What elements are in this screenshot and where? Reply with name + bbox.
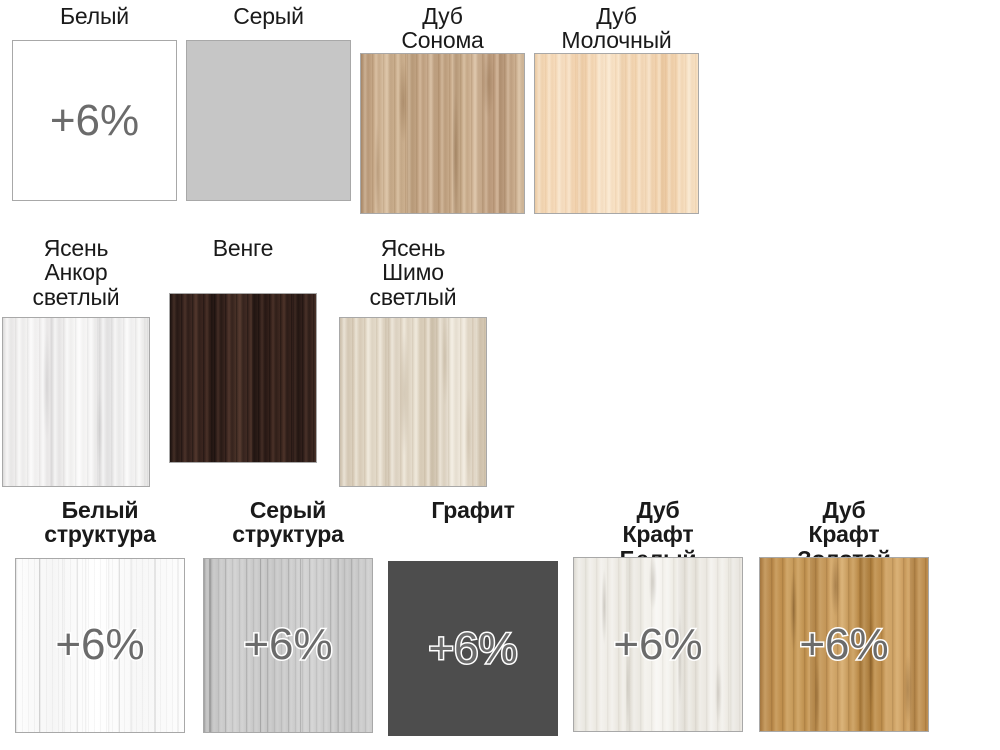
swatch-tile-yasen-shimo-svetlyy[interactable] [339,317,487,488]
swatch-label: Венге [212,235,274,261]
swatch-row-1: Белый +6% Серый Дуб Сонома Дуб Молочный [0,0,1000,240]
swatch-cell-yasen-ankor-svetlyy[interactable]: Ясень Анкор светлый [2,235,150,488]
swatch-cell-belyy-struktura[interactable]: Белый структура +6% [15,498,185,733]
wood-grain-overlay [535,54,698,213]
swatch-label: Белый [60,3,129,29]
swatch-row-2: Ясень Анкор светлый Венге Ясень Шимо све… [0,235,1000,488]
swatch-cell-venge[interactable]: Венге [169,235,317,464]
swatch-cell-seryy-struktura[interactable]: Серый структура +6% [203,498,373,733]
swatch-label: Дуб Сонома [401,3,484,54]
swatch-cell-grafit[interactable]: Графит +6% [388,497,558,737]
wood-grain-overlay [361,53,524,213]
swatch-cell-dub-sonoma[interactable]: Дуб Сонома [360,4,525,214]
swatch-label: Белый структура [44,497,156,548]
swatch-surcharge-badge: +6% [242,619,334,671]
swatch-cell-dub-kraft-zolotoy[interactable]: Дуб Крафт Золотой +6% [759,498,929,733]
swatch-cell-belyy[interactable]: Белый +6% [12,3,177,202]
swatch-surcharge-badge: +6% [612,618,704,670]
swatch-tile-dub-kraft-belyy[interactable]: +6% [573,557,743,733]
swatch-label: Ясень Шимо светлый [369,235,457,310]
swatch-tile-belyy[interactable]: +6% [12,40,177,202]
swatch-surcharge-badge: +6% [49,95,140,145]
swatch-cell-yasen-shimo-svetlyy[interactable]: Ясень Шимо светлый [339,235,487,488]
swatch-label: Серый [233,3,304,29]
swatch-surcharge-badge: +6% [54,619,146,671]
swatch-tile-belyy-struktura[interactable]: +6% [15,557,185,733]
swatch-surcharge-badge: +6% [798,618,890,670]
swatch-label: Ясень Анкор светлый [32,235,120,310]
swatch-tile-dub-molochnyy[interactable] [534,52,699,214]
swatch-label: Дуб Молочный [561,3,672,54]
wood-grain-overlay [170,294,316,462]
swatch-tile-seryy-struktura[interactable]: +6% [203,557,373,733]
swatch-tile-grafit[interactable]: +6% [388,561,558,737]
swatch-tile-seryy[interactable] [186,40,351,202]
swatch-label: Серый структура [232,497,344,548]
wood-grain-overlay [3,318,149,487]
swatch-cell-seryy[interactable]: Серый [186,3,351,202]
swatch-cell-dub-molochnyy[interactable]: Дуб Молочный [534,4,699,214]
swatch-label: Графит [431,497,515,523]
swatch-row-3: Белый структура +6% Серый структура +6% … [0,498,1000,750]
wood-grain-overlay [187,41,350,200]
swatch-tile-yasen-ankor-svetlyy[interactable] [2,317,150,488]
swatch-tile-venge[interactable] [169,293,317,464]
swatch-cell-dub-kraft-belyy[interactable]: Дуб Крафт Белый +6% [573,498,743,733]
swatch-tile-dub-kraft-zolotoy[interactable]: +6% [759,557,929,733]
swatch-tile-dub-sonoma[interactable] [360,52,525,214]
swatch-surcharge-badge: +6% [427,622,519,674]
wood-grain-overlay [340,318,486,487]
